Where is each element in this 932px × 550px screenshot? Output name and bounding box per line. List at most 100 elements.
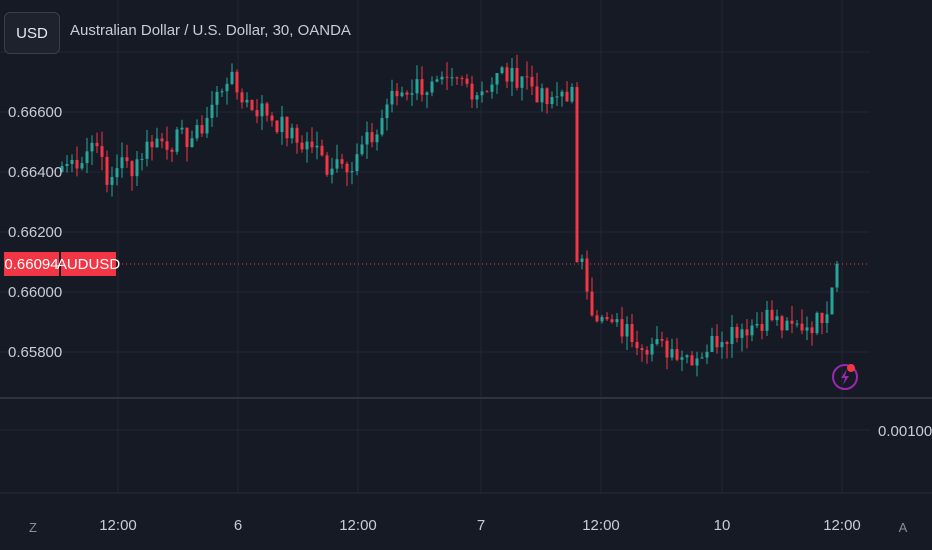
candle bbox=[220, 88, 224, 98]
candle bbox=[515, 54, 519, 91]
candle-body bbox=[455, 77, 459, 79]
candle bbox=[160, 133, 164, 149]
candle bbox=[805, 316, 809, 341]
candle bbox=[810, 321, 814, 346]
candle-body bbox=[295, 127, 299, 143]
candle bbox=[790, 305, 794, 334]
candle bbox=[75, 146, 79, 177]
candle-body bbox=[300, 142, 304, 150]
candle-body bbox=[515, 68, 519, 88]
price-axis[interactable]: 0.66600 0.66400 0.66200 0.66000 0.65800 bbox=[8, 104, 62, 361]
candle bbox=[295, 124, 299, 154]
candle-body bbox=[320, 145, 324, 156]
candle bbox=[325, 152, 329, 177]
candle bbox=[650, 337, 654, 362]
candle-body bbox=[750, 325, 754, 336]
candle-body bbox=[485, 91, 489, 93]
candle bbox=[390, 79, 394, 113]
candle bbox=[635, 330, 639, 356]
candle-body bbox=[125, 157, 129, 162]
currency-button[interactable]: USD bbox=[4, 12, 60, 54]
candle bbox=[215, 85, 219, 118]
candle-body bbox=[800, 323, 804, 331]
candle bbox=[720, 331, 724, 359]
candle-body bbox=[655, 339, 659, 345]
candle-body bbox=[190, 138, 194, 148]
auto-scale-button[interactable]: A bbox=[898, 519, 908, 535]
candle bbox=[800, 309, 804, 335]
candle bbox=[775, 309, 779, 326]
grid-lines bbox=[0, 0, 870, 493]
candle-body bbox=[420, 79, 424, 95]
candle-body bbox=[360, 144, 364, 155]
candle bbox=[380, 109, 384, 137]
candle bbox=[300, 135, 304, 153]
candle-body bbox=[400, 92, 404, 97]
time-axis[interactable]: 12:00 6 12:00 7 12:00 10 12:00 bbox=[99, 517, 861, 534]
candle-body bbox=[560, 91, 564, 97]
candle bbox=[585, 250, 589, 300]
candle-body bbox=[815, 312, 819, 334]
candle bbox=[760, 312, 764, 340]
candle bbox=[100, 131, 104, 171]
candle-body bbox=[460, 78, 464, 80]
candle-body bbox=[145, 141, 149, 159]
candle bbox=[205, 106, 209, 139]
candle-body bbox=[595, 315, 599, 322]
candle-body bbox=[350, 171, 354, 173]
candle bbox=[820, 312, 824, 335]
candle-body bbox=[745, 329, 749, 336]
candle-body bbox=[165, 141, 169, 150]
candle bbox=[505, 62, 509, 89]
candle-body bbox=[355, 154, 359, 172]
candle bbox=[560, 89, 564, 107]
candle bbox=[240, 88, 244, 109]
candle bbox=[735, 323, 739, 343]
candle bbox=[565, 81, 569, 102]
candle-body bbox=[270, 115, 274, 121]
candle-body bbox=[510, 68, 514, 82]
candle bbox=[85, 137, 89, 174]
candle bbox=[535, 72, 539, 103]
candle bbox=[130, 160, 134, 191]
candle-body bbox=[520, 76, 524, 88]
candle-body bbox=[575, 86, 579, 262]
candle bbox=[265, 101, 269, 122]
candle bbox=[490, 77, 494, 99]
candle-body bbox=[410, 93, 414, 95]
candle-body bbox=[330, 168, 334, 175]
zoom-button[interactable]: Z bbox=[29, 519, 37, 535]
candle-body bbox=[765, 309, 769, 331]
candle bbox=[780, 314, 784, 339]
candles bbox=[60, 54, 839, 377]
candle-body bbox=[790, 320, 794, 324]
lightning-alert-icon[interactable] bbox=[832, 364, 858, 390]
candle-body bbox=[450, 77, 454, 79]
candle-body bbox=[735, 327, 739, 338]
candle bbox=[445, 62, 449, 90]
candle-body bbox=[820, 312, 824, 324]
candle bbox=[395, 82, 399, 106]
candle-body bbox=[580, 258, 584, 262]
candle-body bbox=[225, 83, 229, 92]
candle bbox=[335, 144, 339, 173]
candle bbox=[425, 91, 429, 109]
candle-body bbox=[795, 323, 799, 325]
candle-body bbox=[250, 99, 254, 111]
candle bbox=[140, 152, 144, 171]
candle-body bbox=[680, 357, 684, 360]
candle-body bbox=[605, 317, 609, 320]
candle-body bbox=[740, 329, 744, 338]
candle-body bbox=[185, 127, 189, 148]
candle-body bbox=[710, 336, 714, 352]
candle bbox=[405, 90, 409, 101]
candle bbox=[440, 71, 444, 85]
candle-body bbox=[415, 79, 419, 94]
candle bbox=[575, 82, 579, 263]
candle-body bbox=[565, 91, 569, 102]
time-tick-label: 12:00 bbox=[99, 517, 137, 534]
candle bbox=[570, 83, 574, 104]
candle bbox=[630, 313, 634, 348]
time-tick-label: 12:00 bbox=[823, 517, 861, 534]
